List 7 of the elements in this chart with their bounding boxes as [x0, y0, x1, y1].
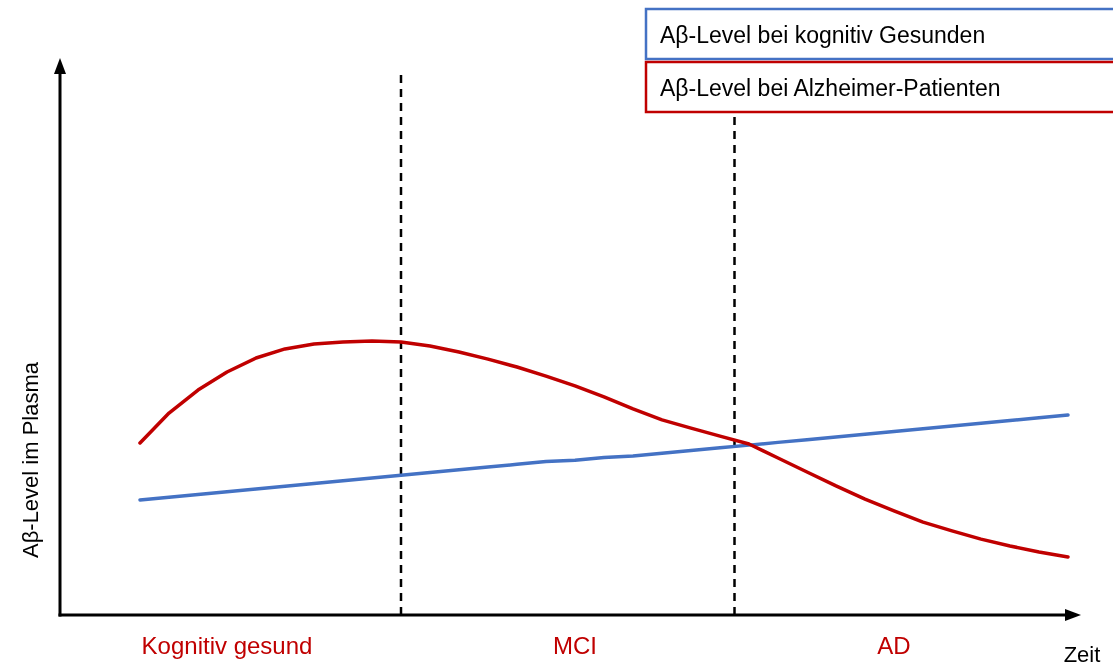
x-tick-label: AD — [877, 632, 911, 659]
text: Aβ-Level bei Alzheimer-Patienten — [660, 75, 1001, 101]
y-axis-title: Aβ-Level im Plasma — [18, 361, 43, 559]
text: Aβ-Level bei kognitiv Gesunden — [660, 22, 986, 48]
x-tick-label: Kognitiv gesund — [141, 632, 313, 659]
x-axis-title: Zeit — [1063, 642, 1101, 666]
x-tick-label: MCI — [553, 632, 597, 659]
